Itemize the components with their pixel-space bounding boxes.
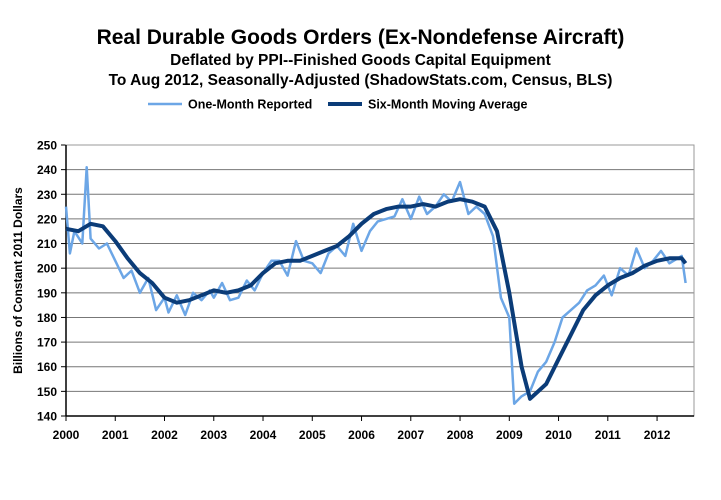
y-tick-label: 220 [37, 212, 57, 226]
x-tick-label: 2002 [151, 428, 178, 442]
y-tick-label: 230 [37, 188, 57, 202]
y-tick-label: 170 [37, 336, 57, 350]
chart-subtitle-2: To Aug 2012, Seasonally-Adjusted (Shadow… [108, 72, 613, 89]
x-tick-label: 2012 [644, 428, 671, 442]
y-axis-label: Billions of Constant 2011 Dollars [11, 187, 25, 374]
y-tick-label: 150 [37, 385, 57, 399]
x-tick-label: 2009 [496, 428, 523, 442]
y-tick-label: 240 [37, 163, 57, 177]
x-tick-label: 2004 [250, 428, 277, 442]
y-tick-label: 160 [37, 360, 57, 374]
x-tick-label: 2007 [397, 428, 424, 442]
x-tick-label: 2000 [53, 428, 80, 442]
y-tick-label: 210 [37, 237, 57, 251]
y-tick-label: 190 [37, 286, 57, 300]
x-tick-label: 2001 [102, 428, 129, 442]
y-tick-label: 200 [37, 262, 57, 276]
x-tick-label: 2006 [348, 428, 375, 442]
series-line-one-month-reported [64, 165, 687, 405]
x-tick-label: 2008 [447, 428, 474, 442]
chart-title: Real Durable Goods Orders (Ex-Nondefense… [96, 26, 625, 49]
chart-subtitle-1: Deflated by PPI--Finished Goods Capital … [170, 52, 551, 69]
legend-label: Six-Month Moving Average [368, 98, 528, 112]
x-tick-label: 2010 [545, 428, 572, 442]
series-line-six-month-average [65, 197, 688, 401]
legend-label: One-Month Reported [188, 98, 312, 112]
y-tick-label: 250 [37, 139, 57, 153]
y-tick-label: 180 [37, 311, 57, 325]
x-tick-label: 2005 [299, 428, 326, 442]
y-tick-label: 140 [37, 410, 57, 424]
x-tick-label: 2011 [595, 428, 621, 442]
x-tick-label: 2003 [200, 428, 227, 442]
